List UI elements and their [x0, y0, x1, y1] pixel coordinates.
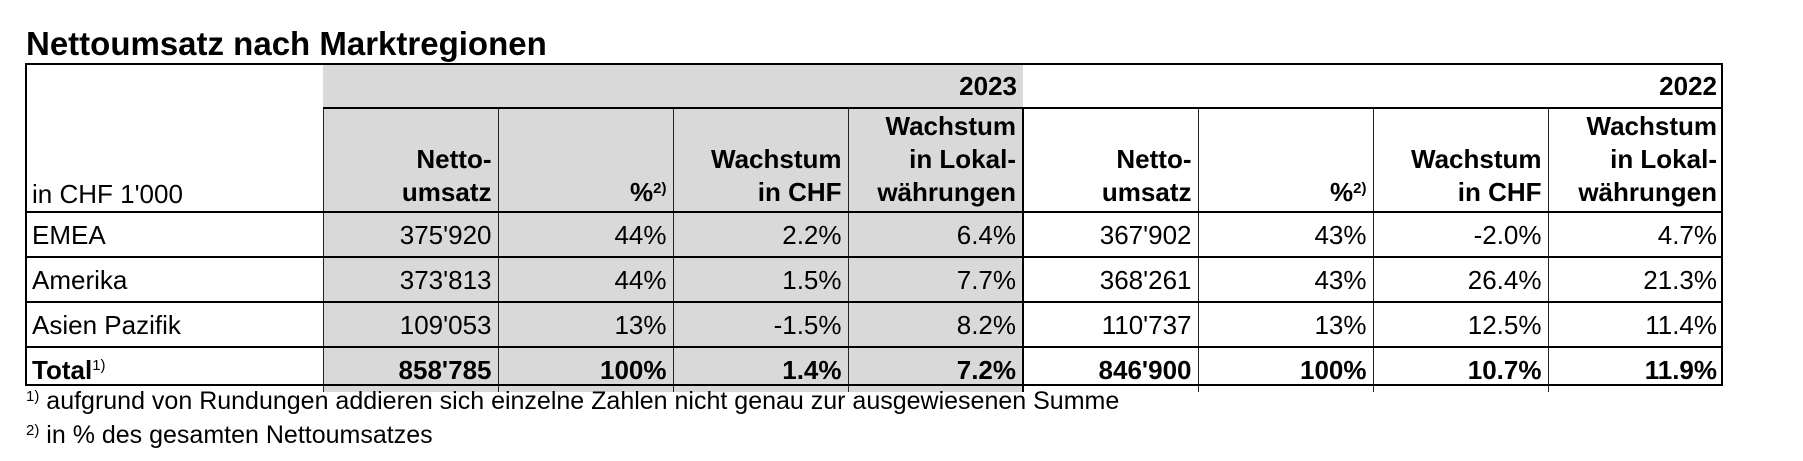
- cell: 100%: [1197, 347, 1373, 392]
- table-row: EMEA 375'920 44% 2.2% 6.4% 367'902 43% -…: [26, 212, 1723, 258]
- col-chf-2023: Wachstum in CHF: [672, 108, 848, 213]
- cell: 367'902: [1022, 212, 1198, 258]
- cell: 13%: [497, 302, 673, 348]
- cell: 21.3%: [1547, 257, 1723, 303]
- row-label: EMEA: [26, 212, 323, 258]
- col-lokal-2023: Wachstum in Lokal-währungen: [847, 108, 1023, 213]
- cell: 12.5%: [1372, 302, 1548, 348]
- col-lokal-2022: Wachstum in Lokal-währungen: [1547, 108, 1723, 213]
- cell: 10.7%: [1372, 347, 1548, 392]
- cell: 6.4%: [847, 212, 1023, 258]
- footnote-1: 1) aufgrund von Rundungen addieren sich …: [26, 387, 1120, 415]
- col-pct-2023: %2): [497, 108, 673, 213]
- cell: 44%: [497, 257, 673, 303]
- col-pct-2022: %2): [1197, 108, 1373, 213]
- cell: 43%: [1197, 212, 1373, 258]
- cell: 13%: [1197, 302, 1373, 348]
- footnote-2: 2) in % des gesamten Nettoumsatzes: [26, 421, 433, 449]
- revenue-table: in CHF 1'000 2023 2022 Netto-umsatz %2) …: [26, 64, 1723, 392]
- cell: 110'737: [1022, 302, 1198, 348]
- cell: 1.5%: [672, 257, 848, 303]
- row-label: Asien Pazifik: [26, 302, 323, 348]
- col-netto-2023: Netto-umsatz: [322, 108, 498, 213]
- cell: 4.7%: [1547, 212, 1723, 258]
- year-2022: 2022: [1023, 64, 1723, 109]
- cell: 11.4%: [1547, 302, 1723, 348]
- cell: 368'261: [1022, 257, 1198, 303]
- col-netto-2022: Netto-umsatz: [1022, 108, 1198, 213]
- row-label: Amerika: [26, 257, 323, 303]
- cell: 7.7%: [847, 257, 1023, 303]
- cell: -2.0%: [1372, 212, 1548, 258]
- cell: 373'813: [322, 257, 498, 303]
- col-chf-2022: Wachstum in CHF: [1372, 108, 1548, 213]
- table-title: Nettoumsatz nach Marktregionen: [26, 25, 547, 62]
- cell: 2.2%: [672, 212, 848, 258]
- cell: 8.2%: [847, 302, 1023, 348]
- cell: 11.9%: [1547, 347, 1723, 392]
- cell: 44%: [497, 212, 673, 258]
- year-header-row: in CHF 1'000 2023 2022: [26, 64, 1723, 213]
- year-2023: 2023: [323, 64, 1023, 109]
- cell: 375'920: [322, 212, 498, 258]
- total-label: Total1): [32, 355, 106, 385]
- cell: 26.4%: [1372, 257, 1548, 303]
- cell: -1.5%: [672, 302, 848, 348]
- cell: 43%: [1197, 257, 1373, 303]
- column-header-row: Netto-umsatz %2) Wachstum in CHF Wachstum…: [26, 108, 1723, 213]
- table-row: Asien Pazifik 109'053 13% -1.5% 8.2% 110…: [26, 302, 1723, 348]
- unit-label: in CHF 1'000: [26, 64, 323, 213]
- table-row: Amerika 373'813 44% 1.5% 7.7% 368'261 43…: [26, 257, 1723, 303]
- cell: 109'053: [322, 302, 498, 348]
